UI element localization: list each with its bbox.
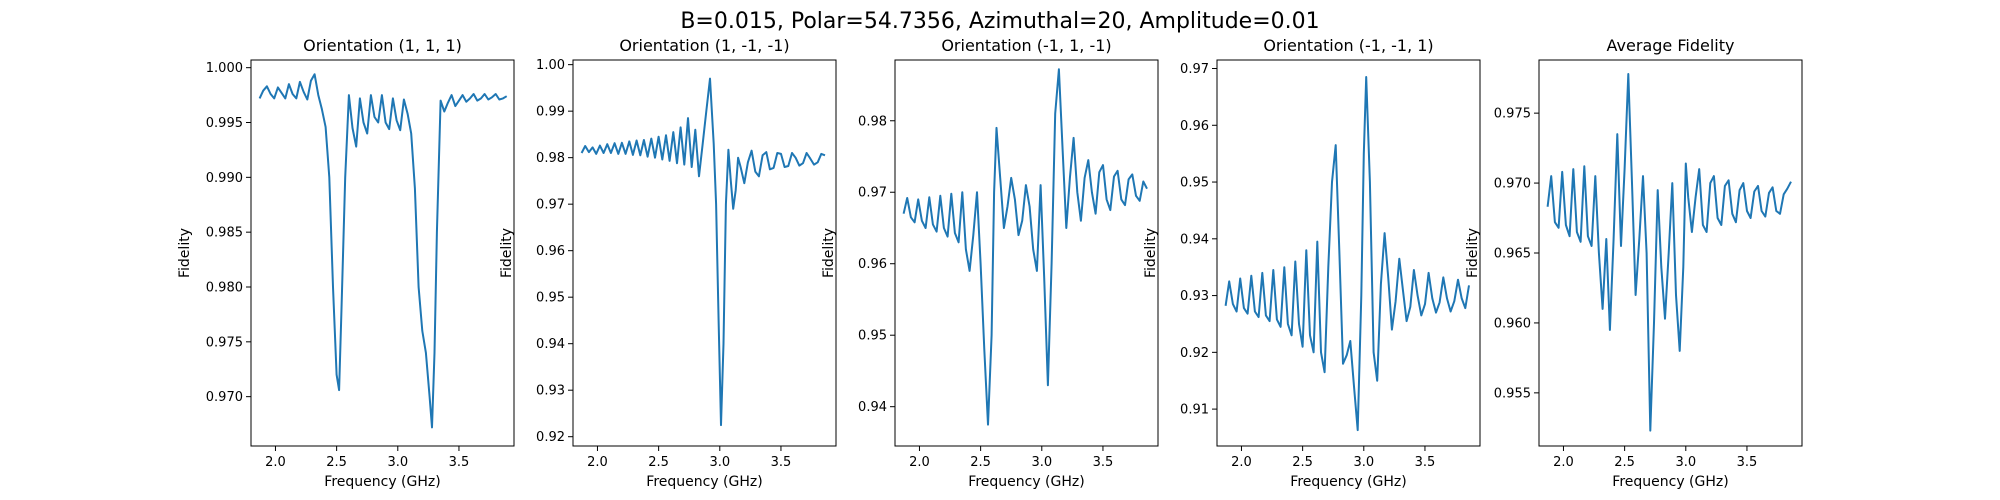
plot-frame [250, 59, 515, 447]
x-axis-label: Frequency (GHz) [1290, 474, 1406, 490]
figure-suptitle: B=0.015, Polar=54.7356, Azimuthal=20, Am… [680, 9, 1319, 34]
x-tick-label: 2.5 [1292, 455, 1313, 470]
plot-frame [894, 59, 1159, 447]
y-tick-label: 0.95 [1180, 176, 1209, 191]
fidelity-line [902, 68, 1148, 426]
y-axis-label: Fidelity [821, 228, 837, 278]
y-tick-label: 0.95 [536, 291, 565, 306]
x-tick-label: 3.0 [387, 455, 408, 470]
y-tick-label: 0.975 [206, 335, 243, 350]
x-axis-label: Frequency (GHz) [1612, 474, 1728, 490]
subplot-title: Orientation (1, -1, -1) [619, 36, 789, 55]
y-axis-label: Fidelity [499, 228, 515, 278]
x-tick-label: 2.0 [909, 455, 930, 470]
y-tick-label: 0.995 [206, 116, 243, 131]
y-tick-label: 0.94 [858, 400, 887, 415]
fidelity-line [1224, 76, 1470, 432]
y-tick-label: 0.95 [858, 329, 887, 344]
y-tick-label: 0.97 [536, 198, 565, 213]
x-axis-label: Frequency (GHz) [968, 474, 1084, 490]
x-tick-label: 3.0 [709, 455, 730, 470]
x-tick-label: 2.5 [1614, 455, 1635, 470]
x-tick-label: 2.0 [1231, 455, 1252, 470]
x-tick-label: 3.5 [449, 455, 470, 470]
x-axis-label: Frequency (GHz) [646, 474, 762, 490]
x-tick-label: 3.5 [771, 455, 792, 470]
y-tick-label: 0.96 [536, 244, 565, 259]
y-tick-label: 0.93 [536, 384, 565, 399]
subplot-title: Orientation (-1, -1, 1) [1263, 36, 1433, 55]
x-tick-label: 3.5 [1737, 455, 1758, 470]
subplot-1: Orientation (1, 1, 1) 2.0 2.5 3.0 3.5 0.970 0.… [177, 36, 515, 490]
y-axis-label: Fidelity [1143, 228, 1159, 278]
x-tick-label: 2.0 [587, 455, 608, 470]
plot-frame [1216, 59, 1481, 447]
subplot-title: Average Fidelity [1607, 36, 1735, 55]
y-tick-label: 0.98 [536, 151, 565, 166]
y-tick-label: 0.93 [1180, 289, 1209, 304]
y-tick-label: 0.94 [1180, 232, 1209, 247]
subplot-4: Orientation (-1, -1, 1) 2.0 2.5 3.0 3.5 0.91 0… [1143, 36, 1481, 490]
y-axis-label: Fidelity [1465, 228, 1481, 278]
subplot-3: Orientation (-1, 1, -1) 2.0 2.5 3.0 3.5 0.94 0… [821, 36, 1159, 490]
plot-frame [1538, 59, 1803, 447]
x-tick-label: 3.5 [1415, 455, 1436, 470]
subplot-title: Orientation (1, 1, 1) [303, 36, 462, 55]
fidelity-line [1546, 73, 1792, 432]
fidelity-line [580, 77, 826, 427]
y-tick-label: 0.990 [206, 171, 243, 186]
x-tick-label: 3.0 [1675, 455, 1696, 470]
x-tick-label: 2.0 [265, 455, 286, 470]
x-tick-label: 2.5 [648, 455, 669, 470]
subplot-2: Orientation (1, -1, -1) 2.0 2.5 3.0 3.5 0.92 0… [499, 36, 837, 490]
subplot-title: Orientation (-1, 1, -1) [941, 36, 1111, 55]
x-tick-label: 3.5 [1093, 455, 1114, 470]
subplot-panels: Orientation (1, 1, 1) 2.0 2.5 3.0 3.5 0.970 0.… [177, 36, 1803, 490]
y-tick-label: 0.91 [1180, 403, 1209, 418]
subplot-5: Average Fidelity 2.0 2.5 3.0 3.5 0.955 0.960 0.… [1465, 36, 1803, 490]
x-tick-label: 3.0 [1353, 455, 1374, 470]
y-tick-label: 0.97 [1180, 62, 1209, 77]
y-tick-label: 0.92 [536, 430, 565, 445]
y-tick-label: 0.97 [858, 186, 887, 201]
y-tick-label: 0.965 [1494, 247, 1531, 262]
y-tick-label: 0.975 [1494, 107, 1531, 122]
x-axis-label: Frequency (GHz) [324, 474, 440, 490]
y-tick-label: 0.960 [1494, 316, 1531, 331]
y-tick-label: 0.970 [1494, 177, 1531, 192]
y-tick-label: 0.985 [206, 226, 243, 241]
y-tick-label: 0.92 [1180, 346, 1209, 361]
x-tick-label: 3.0 [1031, 455, 1052, 470]
x-tick-label: 2.5 [970, 455, 991, 470]
y-tick-label: 0.99 [536, 105, 565, 120]
y-tick-label: 0.96 [1180, 119, 1209, 134]
y-tick-label: 0.94 [536, 337, 565, 352]
y-tick-label: 0.98 [858, 114, 887, 129]
x-tick-label: 2.0 [1553, 455, 1574, 470]
y-tick-label: 0.96 [858, 257, 887, 272]
y-tick-label: 0.980 [206, 280, 243, 295]
y-tick-label: 0.970 [206, 390, 243, 405]
y-tick-label: 1.00 [536, 58, 565, 73]
y-tick-label: 0.955 [1494, 386, 1531, 401]
x-tick-label: 2.5 [326, 455, 347, 470]
fidelity-line [258, 73, 508, 429]
y-axis-label: Fidelity [177, 228, 193, 278]
y-tick-label: 1.000 [206, 61, 243, 76]
plot-frame [572, 59, 837, 447]
